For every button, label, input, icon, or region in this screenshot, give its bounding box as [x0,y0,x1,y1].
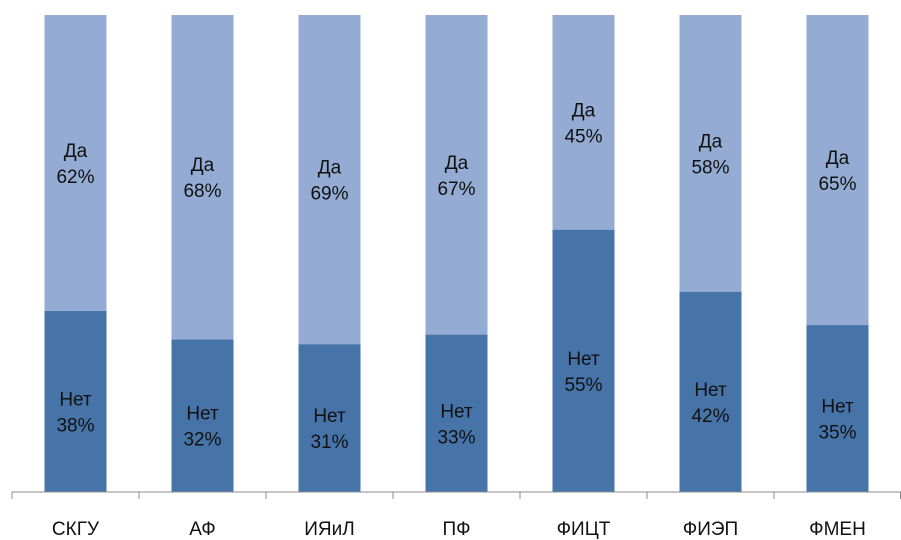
data-label-value-1-2: 62% [56,167,94,188]
data-label-series-2-2: Да [191,155,215,176]
data-label-series-3-1: Нет [313,406,346,427]
data-label-value-6-2: 58% [691,157,729,178]
data-label-series-1-2: Да [64,141,88,162]
data-label-series-4-2: Да [445,153,469,174]
bars-group [44,15,869,492]
bar-нет-4 [425,334,488,492]
data-label-series-2-1: Нет [186,404,219,425]
data-label-value-2-2: 68% [183,181,221,202]
bar-да-2 [171,15,234,340]
data-label-value-2-1: 32% [183,430,221,451]
data-label-series-5-1: Нет [567,349,600,370]
bar-нет-6 [679,291,742,492]
x-axis: СКГУ АФ ИЯиЛ ПФ ФИЦТ ФИЭП ФМЕН [11,491,901,540]
data-label-series-6-2: Да [699,131,723,152]
data-label-value-4-1: 33% [437,427,475,448]
x-tick-label-1: СКГУ [52,519,100,540]
data-label-series-6-1: Нет [694,380,727,401]
x-tick-label-5: ФИЦТ [557,519,611,540]
data-label-value-6-1: 42% [691,406,729,427]
bar-да-7 [806,15,869,326]
data-label-value-3-1: 31% [310,432,348,453]
data-label-value-1-1: 38% [56,415,94,436]
data-label-series-3-2: Да [318,158,342,179]
data-label-value-5-1: 55% [564,375,602,396]
bar-нет-7 [806,325,869,492]
data-label-series-7-1: Нет [821,397,854,418]
bar-да-6 [679,15,742,292]
bar-нет-5 [552,229,615,492]
bar-нет-1 [44,310,107,492]
data-label-value-5-2: 45% [564,126,602,147]
x-tick-label-3: ИЯиЛ [304,519,354,540]
x-tick-label-4: ПФ [442,519,470,540]
bar-да-5 [552,15,615,230]
data-label-value-7-1: 35% [818,423,856,444]
x-tick-label-6: ФИЭП [683,519,738,540]
bar-да-3 [298,15,361,345]
data-label-value-3-2: 69% [310,184,348,205]
x-tick-label-7: ФМЕН [809,519,866,540]
data-label-value-4-2: 67% [437,179,475,200]
x-tick-label-2: АФ [189,519,216,540]
data-labels-group: Нет 38% Да 62% Нет 32% Да 68% Нет 31% Да 69% Нет 33% Д… [56,100,856,453]
bar-да-4 [425,15,488,335]
data-label-series-7-2: Да [826,148,850,169]
data-label-series-4-1: Нет [440,401,473,422]
bar-нет-2 [171,339,234,492]
bar-да-1 [44,15,107,311]
data-label-value-7-2: 65% [818,174,856,195]
bar-нет-3 [298,344,361,492]
data-label-series-1-1: Нет [59,389,92,410]
data-label-series-5-2: Да [572,100,596,121]
